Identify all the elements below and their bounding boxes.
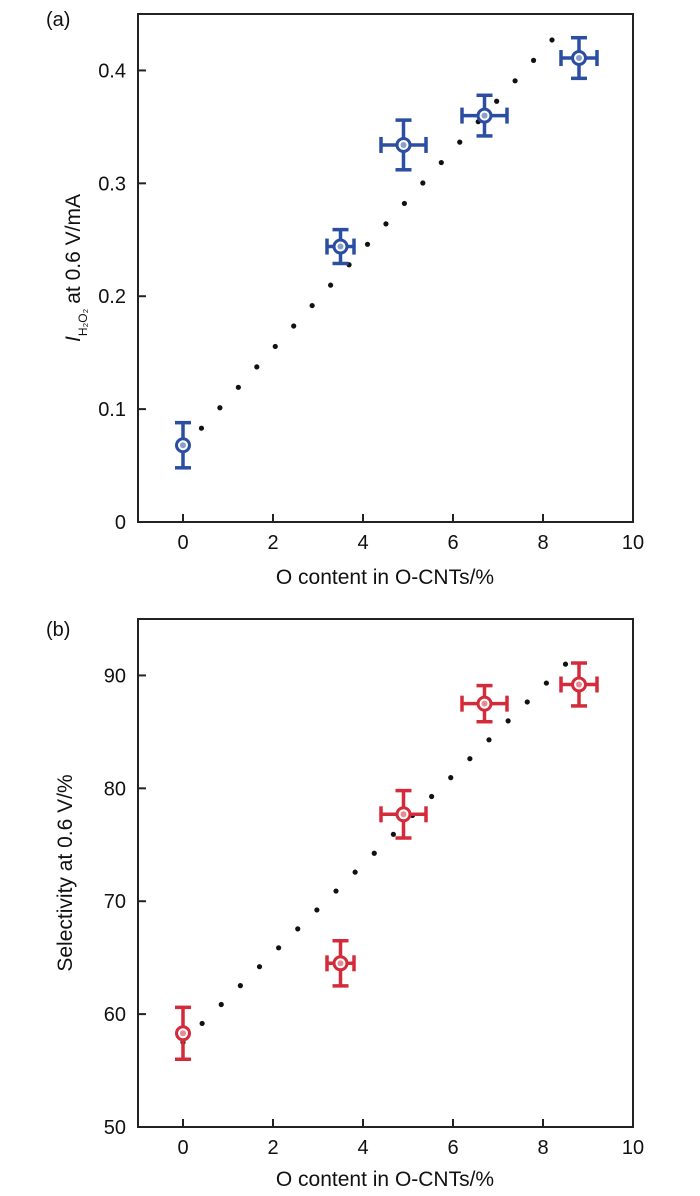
- panel-a-data-point: [460, 93, 509, 138]
- panel-a-y-axis-subscript: H₂O₂: [76, 308, 90, 336]
- panel-a-x-tick-label: 6: [447, 532, 458, 554]
- panel-b-ticks: 0 2 4 6 8 10 50 60 70 80 90: [104, 665, 644, 1159]
- panel-a-x-tick-label: 0: [177, 532, 188, 554]
- panel-a-x-axis-label: O content in O-CNTs/%: [276, 566, 494, 589]
- panel-a-marker-core: [576, 55, 582, 62]
- panel-a-fit-dot: [217, 405, 223, 411]
- panel-a-fit-dot: [401, 200, 407, 207]
- panel-b-fit-dot: [352, 869, 358, 875]
- panel-b-fit-dot: [276, 945, 282, 951]
- panel-b-fit-dot: [295, 926, 301, 932]
- panel-a-y-axis-label: IH₂O₂ at 0.6 V/mA: [62, 194, 90, 342]
- panel-a-fit-dot: [364, 241, 371, 247]
- panel-b-marker-core: [400, 811, 407, 818]
- panel-a-y-tick-label: 0.3: [98, 173, 126, 195]
- panel-b-fit-dot: [562, 661, 569, 667]
- panel-a-fit-dot: [328, 282, 334, 288]
- panel-b-fit-dot: [467, 756, 473, 762]
- panel-a-data-point: [175, 420, 191, 470]
- panel-b-fit-dot: [218, 1001, 224, 1008]
- panel-b-y-tick-label: 90: [104, 665, 126, 687]
- panel-a-ticks: 0 2 4 6 8 10 0 0.1 0.2 0.3 0.4: [98, 60, 644, 554]
- panel-b-x-tick-label: 6: [447, 1137, 458, 1159]
- panel-b-fit-dot: [256, 964, 263, 970]
- panel-a-x-tick-label: 10: [622, 532, 644, 554]
- panel-a-y-axis-symbol: I: [62, 336, 85, 342]
- panel-a-fit-dot: [291, 323, 297, 329]
- panel-b: (b) 0 2 4 6 8 10 50 60 70 80 90 O content in O-CNT…: [46, 618, 644, 1191]
- panel-a: (a) 0 2 4 6 8 10 0 0.1 0.2 0.3 0.4 O content in O-…: [46, 9, 644, 589]
- panel-b-x-tick-label: 8: [537, 1137, 548, 1159]
- panel-a-fit-dot: [438, 159, 444, 166]
- panel-b-data-point: [325, 938, 356, 988]
- panel-a-fit-dot: [420, 180, 426, 186]
- panel-a-fit-dot: [272, 343, 278, 350]
- panel-a-x-tick-label: 8: [537, 532, 548, 554]
- panel-b-fit-dot: [524, 699, 530, 705]
- panel-a-fit-dot: [494, 98, 500, 104]
- panel-b-y-axis-label: Selectivity at 0.6 V/%: [54, 774, 77, 971]
- panel-b-fit-dot: [390, 831, 396, 837]
- panel-b-data-point: [559, 661, 599, 708]
- panel-a-x-tick-label: 2: [267, 532, 278, 554]
- panel-a-y-tick-label: 0.4: [98, 60, 126, 82]
- panel-b-x-tick-label: 10: [622, 1137, 644, 1159]
- panel-b-marker-core: [576, 681, 582, 688]
- panel-b-fit-dot: [486, 737, 492, 743]
- panel-b-y-tick-label: 60: [104, 1004, 126, 1026]
- panel-a-data-point: [379, 118, 428, 172]
- panel-a-y-axis-rest: at 0.6 V/mA: [62, 194, 85, 304]
- panel-b-fit-dot: [199, 1020, 205, 1027]
- panel-b-y-tick-label: 80: [104, 778, 126, 800]
- panel-a-marker-core: [400, 141, 407, 148]
- panel-b-x-tick-label: 2: [267, 1137, 278, 1159]
- panel-a-fit-dot: [254, 364, 260, 370]
- panel-a-data-point: [559, 35, 599, 81]
- panel-a-marker-core: [481, 112, 488, 119]
- panel-a-y-tick-label: 0: [115, 512, 126, 534]
- panel-a-fit-dot: [512, 78, 518, 84]
- panel-b-x-axis-label: O content in O-CNTs/%: [276, 1168, 494, 1191]
- panel-a-y-tick-label: 0.2: [98, 286, 126, 308]
- panel-b-x-tick-label: 0: [177, 1137, 188, 1159]
- panel-b-fit-dot: [314, 907, 320, 913]
- panel-b-marker-core: [481, 700, 488, 707]
- panel-b-label: (b): [46, 619, 70, 641]
- panel-b-fit-dot: [448, 775, 454, 781]
- panel-b-fit-dot: [429, 793, 435, 800]
- panel-a-fit-dot: [309, 302, 315, 309]
- panel-b-fit-dot: [333, 888, 339, 894]
- panel-a-fit-dot: [198, 425, 205, 431]
- panel-b-fit-dot: [237, 983, 243, 989]
- panel-a-points: [175, 35, 599, 470]
- panel-b-fit-line: [180, 661, 569, 1045]
- panel-b-marker-core: [180, 1030, 186, 1037]
- panel-a-x-tick-label: 4: [357, 532, 368, 554]
- panel-a-plot-frame: [137, 13, 634, 523]
- panel-a-fit-dot: [457, 139, 463, 145]
- panel-a-label: (a): [46, 9, 70, 31]
- panel-a-marker-core: [180, 442, 186, 449]
- panel-a-fit-dot: [530, 57, 537, 63]
- panel-a-marker-core: [337, 243, 344, 250]
- panel-a-fit-dot: [549, 37, 555, 43]
- panel-b-fit-dot: [543, 680, 549, 686]
- panel-b-y-tick-label: 70: [104, 891, 126, 913]
- panel-b-data-point: [379, 788, 428, 840]
- panel-a-data-point: [325, 227, 356, 266]
- panel-b-y-tick-label: 50: [104, 1117, 126, 1139]
- panel-b-points: [175, 661, 599, 1062]
- panel-a-fit-dot: [383, 221, 389, 227]
- panel-b-data-point: [460, 683, 509, 724]
- panel-a-y-tick-label: 0.1: [98, 399, 126, 421]
- panel-b-fit-dot: [505, 718, 511, 724]
- panel-b-marker-core: [337, 960, 344, 967]
- panel-b-data-point: [175, 1005, 191, 1062]
- panel-b-fit-dot: [371, 850, 377, 856]
- panel-b-x-tick-label: 4: [357, 1137, 368, 1159]
- panel-a-fit-dot: [235, 384, 241, 390]
- panel-a-fit-line: [180, 37, 555, 452]
- panel-b-plot-frame: [137, 618, 634, 1128]
